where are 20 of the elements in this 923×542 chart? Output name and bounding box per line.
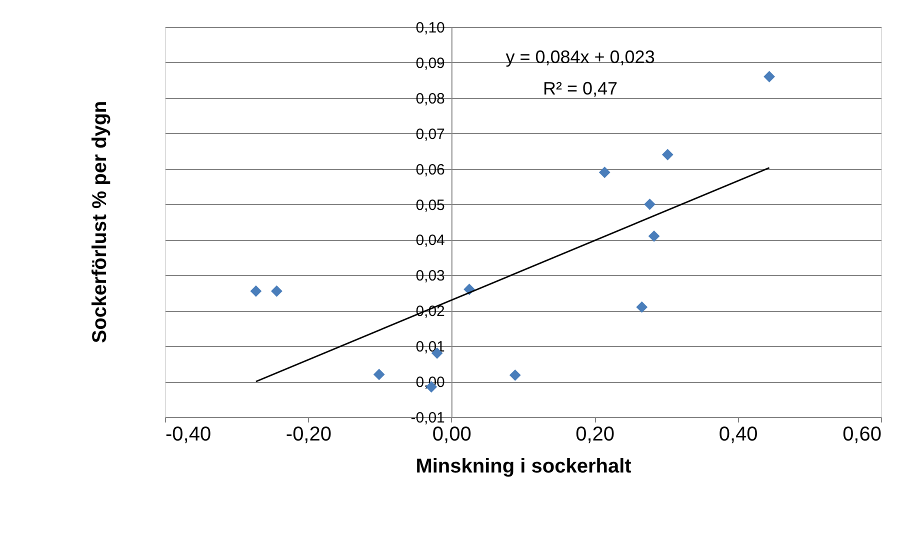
y-tick-label: 0,06 bbox=[416, 161, 445, 178]
annotation: R² = 0,47 bbox=[543, 78, 618, 98]
x-tick-label: 0,20 bbox=[576, 424, 615, 446]
y-tick-label: 0,03 bbox=[416, 268, 445, 285]
y-tick-label: 0,08 bbox=[416, 90, 445, 108]
y-tick-label: 0,01 bbox=[416, 338, 445, 356]
y-tick-label: 0,04 bbox=[416, 232, 445, 250]
y-tick-label: 0,05 bbox=[416, 196, 445, 214]
y-axis-title: Sockerförlust % per dygn bbox=[89, 100, 111, 344]
x-axis-title: Minskning i sockerhalt bbox=[416, 456, 632, 478]
y-tick-label: 0,07 bbox=[416, 126, 445, 143]
x-tick-label: 0,00 bbox=[432, 424, 472, 446]
y-tick-label: -0,01 bbox=[410, 410, 445, 426]
x-tick-label: -0,40 bbox=[166, 424, 212, 446]
y-tick-label: 0,10 bbox=[416, 20, 445, 36]
y-tick-label: 0,09 bbox=[416, 54, 445, 72]
x-tick-label: 0,60 bbox=[842, 424, 882, 446]
annotation: y = 0,084x + 0,023 bbox=[506, 47, 655, 68]
x-tick-label: 0,40 bbox=[718, 424, 758, 446]
x-tick-label: -0,20 bbox=[286, 424, 332, 446]
